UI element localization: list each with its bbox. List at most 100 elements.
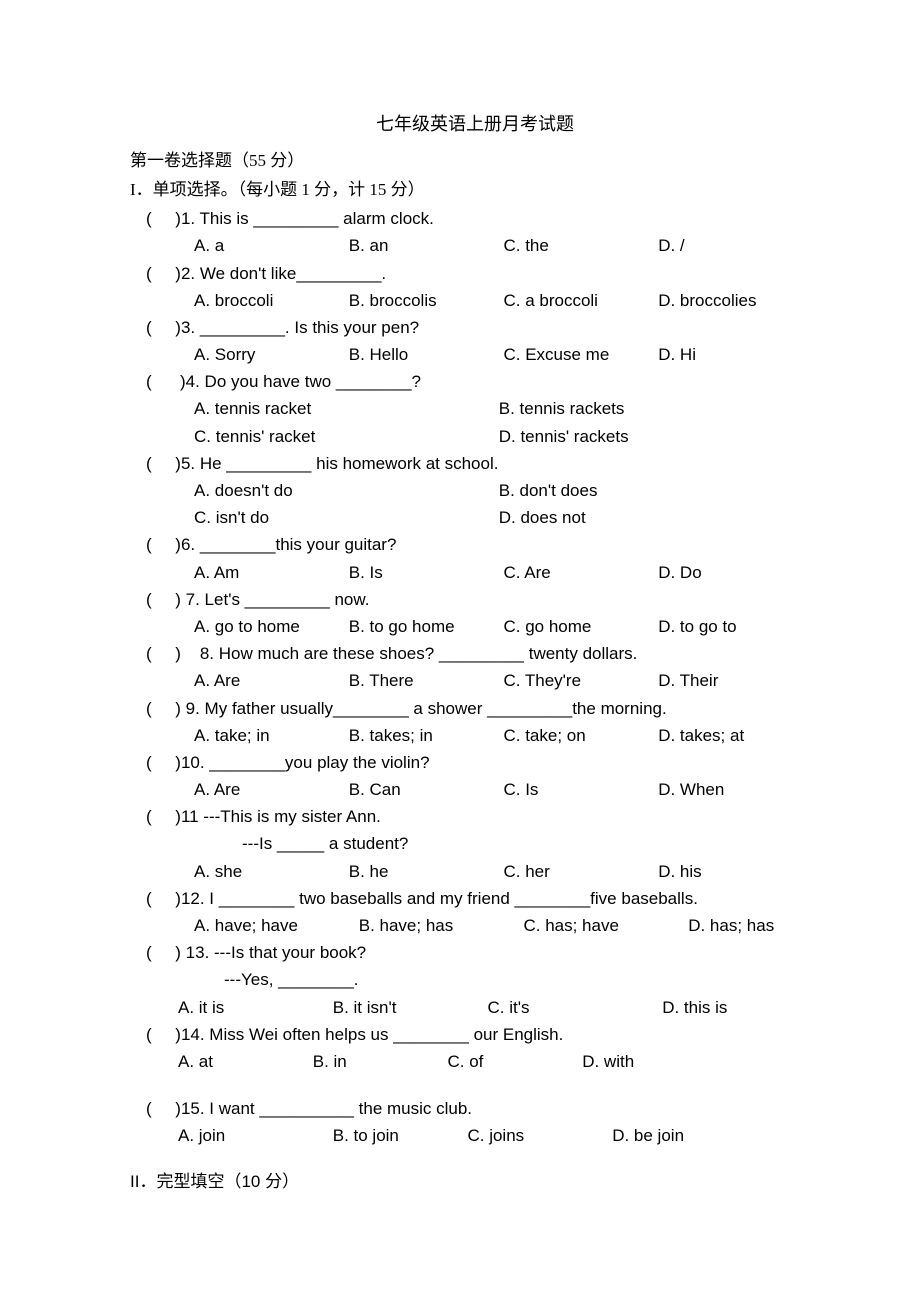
question-12: ( )12. I ________ two baseballs and my f… — [146, 885, 820, 939]
question-stem-2: ---Is _____ a student? — [242, 830, 820, 857]
option-b: B. have; has — [359, 912, 519, 939]
option-row: C. isn't do D. does not — [194, 504, 820, 531]
question-stem: ( )4. Do you have two ________? — [146, 368, 820, 395]
option-row: A. have; have B. have; has C. has; have … — [194, 912, 820, 939]
option-a: A. broccoli — [194, 287, 344, 314]
option-c: C. her — [503, 858, 653, 885]
question-6: ( )6. ________this your guitar? A. Am B.… — [146, 531, 820, 585]
option-d: D. does not — [499, 504, 586, 531]
option-d: D. be join — [612, 1122, 684, 1149]
option-b: B. tennis rackets — [499, 395, 625, 422]
option-row: A. doesn't do B. don't does — [194, 477, 820, 504]
page-title: 七年级英语上册月考试题 — [130, 110, 820, 139]
option-c: C. go home — [503, 613, 653, 640]
option-b: B. Hello — [349, 341, 499, 368]
option-row: A. it is B. it isn't C. it's D. this is — [178, 994, 820, 1021]
option-c: C. of — [447, 1048, 577, 1075]
option-b: B. broccolis — [349, 287, 499, 314]
option-a: A. Sorry — [194, 341, 344, 368]
option-a: A. have; have — [194, 912, 354, 939]
question-8: ( ) 8. How much are these shoes? _______… — [146, 640, 820, 694]
option-a: A. go to home — [194, 613, 344, 640]
section1-header: I．单项选择。（每小题 1 分，计 15 分） — [130, 176, 820, 203]
question-2: ( )2. We don't like_________. A. broccol… — [146, 260, 820, 314]
question-14: ( )14. Miss Wei often helps us ________ … — [146, 1021, 820, 1075]
question-1: ( )1. This is _________ alarm clock. A. … — [146, 205, 820, 259]
option-a: A. at — [178, 1048, 308, 1075]
option-a: A. take; in — [194, 722, 344, 749]
option-a: A. tennis racket — [194, 395, 494, 422]
option-row: A. Are B. Can C. Is D. When — [194, 776, 820, 803]
option-row: A. a B. an C. the D. / — [194, 232, 820, 259]
question-stem: ( ) 9. My father usually________ a showe… — [146, 695, 820, 722]
question-5: ( )5. He _________ his homework at schoo… — [146, 450, 820, 532]
option-d: D. tennis' rackets — [499, 423, 629, 450]
option-c: C. it's — [487, 994, 657, 1021]
question-stem: ( ) 8. How much are these shoes? _______… — [146, 640, 820, 667]
option-d: D. with — [582, 1048, 634, 1075]
option-d: D. his — [658, 858, 701, 885]
question-stem: ( )15. I want __________ the music club. — [146, 1095, 820, 1122]
option-row: A. Sorry B. Hello C. Excuse me D. Hi — [194, 341, 820, 368]
option-b: B. don't does — [499, 477, 598, 504]
question-stem-2: ---Yes, ________. — [224, 966, 820, 993]
option-row: A. Are B. There C. They're D. Their — [194, 667, 820, 694]
option-a: A. she — [194, 858, 344, 885]
option-b: B. an — [349, 232, 499, 259]
option-b: B. to join — [333, 1122, 463, 1149]
option-a: A. Am — [194, 559, 344, 586]
question-13: ( ) 13. ---Is that your book? ---Yes, __… — [146, 939, 820, 1021]
question-stem: ( )2. We don't like_________. — [146, 260, 820, 287]
option-b: B. in — [313, 1048, 443, 1075]
option-row: A. at B. in C. of D. with — [178, 1048, 820, 1075]
option-d: D. When — [658, 776, 724, 803]
option-c: C. Are — [503, 559, 653, 586]
question-stem: ( )12. I ________ two baseballs and my f… — [146, 885, 820, 912]
option-row: A. join B. to join C. joins D. be join — [178, 1122, 820, 1149]
section2-header: II．完型填空（10 分） — [130, 1168, 820, 1195]
question-stem: ( ) 13. ---Is that your book? — [146, 939, 820, 966]
option-d: D. takes; at — [658, 722, 744, 749]
option-a: A. join — [178, 1122, 328, 1149]
part1-header: 第一卷选择题（55 分） — [130, 147, 820, 174]
option-c: C. has; have — [523, 912, 683, 939]
option-row: A. Am B. Is C. Are D. Do — [194, 559, 820, 586]
option-d: D. has; has — [688, 912, 774, 939]
question-15: ( )15. I want __________ the music club.… — [146, 1095, 820, 1149]
option-a: A. it is — [178, 994, 328, 1021]
option-b: B. Is — [349, 559, 499, 586]
question-stem: ( )10. ________you play the violin? — [146, 749, 820, 776]
option-c: C. Excuse me — [503, 341, 653, 368]
option-d: D. this is — [662, 994, 727, 1021]
question-stem: ( )11 ---This is my sister Ann. — [146, 803, 820, 830]
option-row: A. go to home B. to go home C. go home D… — [194, 613, 820, 640]
option-c: C. tennis' racket — [194, 423, 494, 450]
option-d: D. / — [658, 232, 684, 259]
question-stem: ( ) 7. Let's _________ now. — [146, 586, 820, 613]
option-d: D. Do — [658, 559, 701, 586]
question-10: ( )10. ________you play the violin? A. A… — [146, 749, 820, 803]
question-stem: ( )14. Miss Wei often helps us ________ … — [146, 1021, 820, 1048]
question-stem: ( )6. ________this your guitar? — [146, 531, 820, 558]
option-row: A. tennis racket B. tennis rackets — [194, 395, 820, 422]
option-d: D. to go to — [658, 613, 736, 640]
option-c: C. joins — [467, 1122, 607, 1149]
question-stem: ( )5. He _________ his homework at schoo… — [146, 450, 820, 477]
option-c: C. Is — [503, 776, 653, 803]
option-row: A. broccoli B. broccolis C. a broccoli D… — [194, 287, 820, 314]
option-row: A. she B. he C. her D. his — [194, 858, 820, 885]
option-b: B. it isn't — [333, 994, 483, 1021]
option-a: A. Are — [194, 776, 344, 803]
exam-page: 七年级英语上册月考试题 第一卷选择题（55 分） I．单项选择。（每小题 1 分… — [0, 0, 920, 1255]
option-c: C. isn't do — [194, 504, 494, 531]
option-c: C. the — [503, 232, 653, 259]
option-a: A. a — [194, 232, 344, 259]
question-11: ( )11 ---This is my sister Ann. ---Is __… — [146, 803, 820, 885]
question-stem: ( )1. This is _________ alarm clock. — [146, 205, 820, 232]
question-stem: ( )3. _________. Is this your pen? — [146, 314, 820, 341]
option-row: C. tennis' racket D. tennis' rackets — [194, 423, 820, 450]
question-3: ( )3. _________. Is this your pen? A. So… — [146, 314, 820, 368]
question-7: ( ) 7. Let's _________ now. A. go to hom… — [146, 586, 820, 640]
option-c: C. take; on — [503, 722, 653, 749]
option-c: C. a broccoli — [503, 287, 653, 314]
